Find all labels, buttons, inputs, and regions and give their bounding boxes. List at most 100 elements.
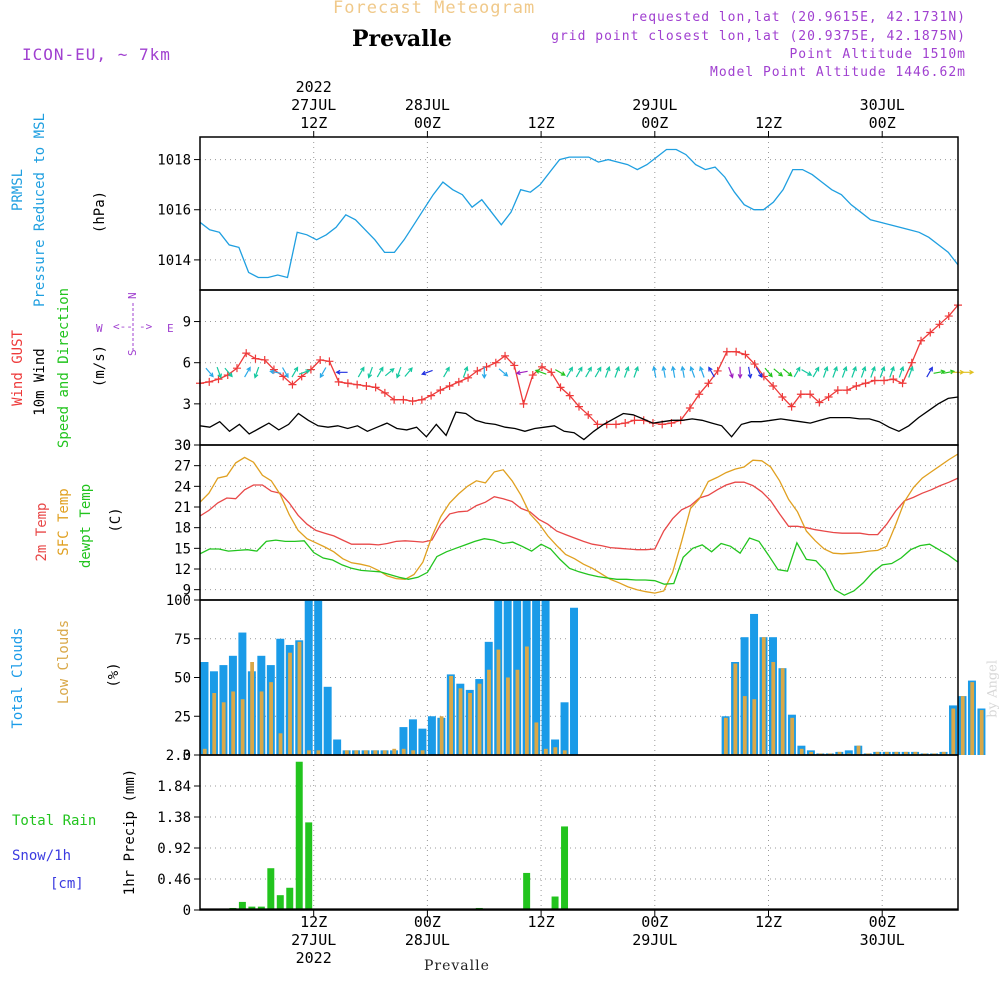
gust-marker <box>593 420 602 429</box>
wind-arrow <box>879 365 886 378</box>
axis-label-temp: dewpt Temp <box>78 484 94 568</box>
gust-marker <box>630 416 639 425</box>
wind-arrow <box>298 369 311 375</box>
gust-marker <box>399 395 408 404</box>
gust-marker <box>251 354 260 363</box>
bottom-time-label: 00Z <box>869 913 896 931</box>
gust-marker <box>685 403 694 412</box>
gust-marker <box>926 328 935 337</box>
axis-label-temp: (C) <box>108 507 124 532</box>
low-cloud-bar <box>506 677 510 755</box>
bottom-time-label: 12Z <box>528 913 555 931</box>
low-cloud-bar <box>903 751 908 755</box>
gust-marker <box>898 379 907 388</box>
axis-label-clouds: Low Clouds <box>56 620 72 704</box>
gust-marker <box>316 355 325 364</box>
wind-arrow <box>755 367 763 379</box>
low-cloud-bar <box>562 750 567 755</box>
axis-label-temp: 2m Temp <box>34 502 50 561</box>
wind-arrow <box>216 366 222 379</box>
gust-marker <box>334 377 343 386</box>
wind-arrow <box>851 365 857 378</box>
wind-arrow <box>962 369 975 375</box>
axis-label-pressure: Pressure Reduced to MSL <box>32 113 48 307</box>
gust-marker <box>214 375 223 384</box>
gust-marker <box>796 390 805 399</box>
gust-marker <box>575 402 583 411</box>
wind-arrow <box>244 366 251 378</box>
gust-marker <box>427 391 436 400</box>
wind-arrow <box>281 367 289 379</box>
gust-marker <box>704 379 713 388</box>
total-cloud-bar <box>333 739 342 755</box>
gust-marker <box>538 362 547 371</box>
gust-marker <box>861 379 870 388</box>
gust-marker <box>870 376 879 385</box>
low-cloud-bar <box>723 717 728 755</box>
gust-marker <box>205 377 214 386</box>
y-tick-label: 9 <box>183 583 191 599</box>
y-tick-label: 30 <box>174 438 191 454</box>
y-tick-label: 0 <box>183 903 191 919</box>
grid-coords: grid point closest lon,lat (20.9375E, 42… <box>551 29 966 44</box>
gust-marker <box>491 358 500 367</box>
footer-location: Prevalle <box>424 958 490 974</box>
gust-marker <box>556 383 565 392</box>
gust-marker <box>519 399 528 408</box>
wind-arrow <box>367 366 373 379</box>
low-cloud-bar <box>288 652 292 755</box>
gust-marker <box>547 368 556 377</box>
wind-arrow <box>841 365 848 378</box>
low-cloud-bar <box>278 733 283 755</box>
series-line-pressure <box>199 148 959 279</box>
rain-bar <box>523 872 531 910</box>
y-tick-label: 25 <box>174 709 191 725</box>
axis-label-clouds: Total Clouds <box>10 627 26 728</box>
low-cloud-bar <box>979 710 984 755</box>
wind-arrow <box>764 367 773 378</box>
wind-compass: W E <-- -> N S <box>96 292 174 356</box>
total-cloud-bar <box>418 728 427 755</box>
y-tick-label: 1016 <box>157 203 191 219</box>
axis-label-pressure: PRMSL <box>10 169 26 211</box>
low-cloud-bar <box>894 751 899 755</box>
rain-label-unit: [cm] <box>50 876 84 892</box>
top-time-label: 00Z <box>869 114 896 132</box>
rain-bar <box>295 761 303 910</box>
gust-marker <box>565 391 574 400</box>
low-cloud-bar <box>202 748 207 755</box>
y-tick-label: 1.38 <box>157 810 191 826</box>
gust-marker <box>852 382 861 391</box>
y-tick-label: 24 <box>174 479 191 495</box>
compass-n: N <box>126 292 139 299</box>
gust-marker <box>232 364 241 373</box>
low-cloud-bar <box>250 662 255 755</box>
low-cloud-bar <box>231 691 236 755</box>
low-cloud-bar <box>761 637 766 755</box>
wind-arrow <box>680 365 686 378</box>
gust-marker <box>362 382 371 391</box>
y-tick-label: 2.3 <box>166 748 191 764</box>
y-tick-label: 0.92 <box>157 841 191 857</box>
low-cloud-bar <box>828 753 832 755</box>
wind-arrow <box>481 366 487 380</box>
top-time-label: 2022 <box>296 78 332 96</box>
model-label: ICON-EU, ~ 7km <box>22 45 171 64</box>
gust-marker <box>528 371 537 380</box>
low-cloud-bar <box>524 646 529 755</box>
low-cloud-bar <box>799 748 804 755</box>
y-tick-label: 0.46 <box>157 872 191 888</box>
low-cloud-bar <box>468 693 472 755</box>
bottom-time-label: 27JUL <box>291 931 336 949</box>
low-cloud-bar <box>771 662 776 755</box>
y-tick-label: 12 <box>174 562 191 578</box>
wind-arrow <box>269 369 282 375</box>
low-cloud-bar <box>970 682 975 755</box>
gust-marker <box>843 386 852 395</box>
compass-arrow-right: -> <box>139 320 153 333</box>
wind-arrow <box>926 366 933 378</box>
total-cloud-bar <box>304 600 313 755</box>
wind-arrow <box>253 366 260 379</box>
panel-frame <box>199 599 959 756</box>
